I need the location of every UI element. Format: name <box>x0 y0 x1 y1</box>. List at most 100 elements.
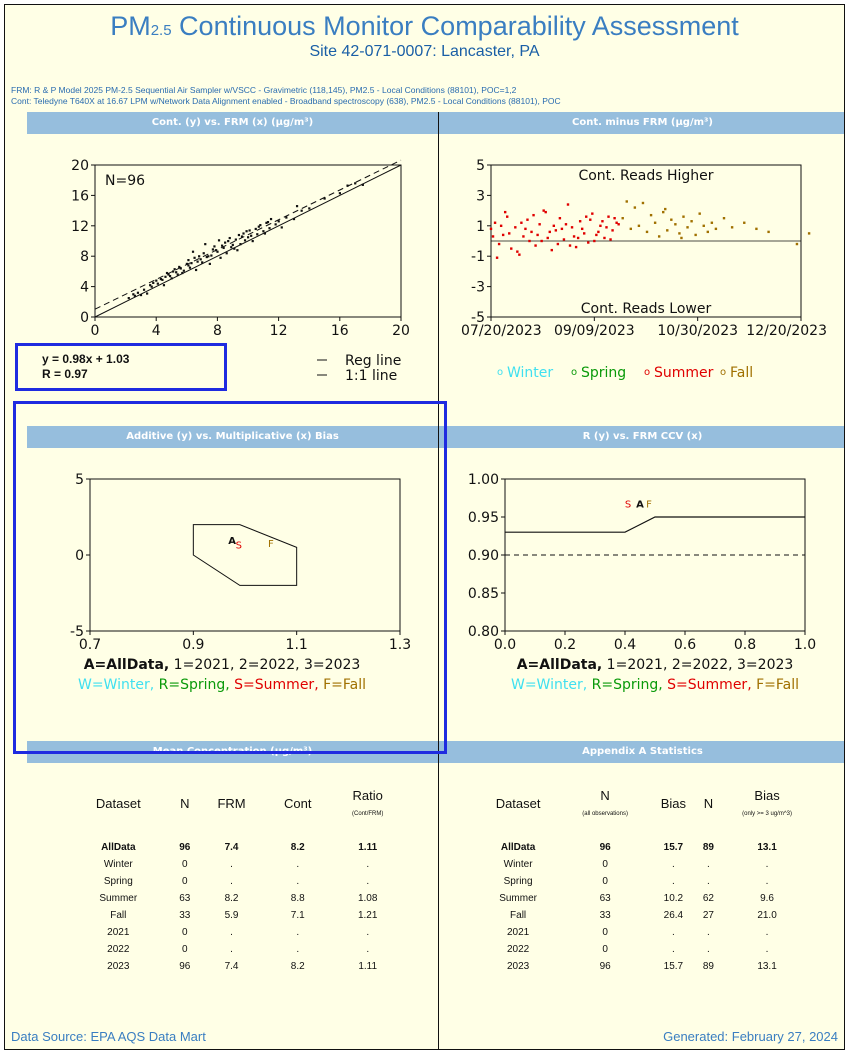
x-tick-label: 1.3 <box>389 637 411 653</box>
season-legend-item: S=Summer, <box>230 677 319 693</box>
caption-rest: 1=2021, 2=2022, 3=2023 <box>602 657 793 673</box>
data-point <box>201 261 204 264</box>
bias-mark-F: F <box>268 539 274 550</box>
x-tick-label: 0.0 <box>494 637 516 653</box>
n-cell: 0 <box>182 859 188 870</box>
x-tick-label: 12/20/2023 <box>746 323 827 339</box>
cont-cell: . <box>296 944 300 955</box>
mean-concentration-table: Dataset N FRM Cont Ratio (Cont/FRM) AllData 96 7… <box>65 783 405 975</box>
table-row: Fall 33 5.9 7.1 1.21 <box>65 907 405 924</box>
data-point <box>182 269 185 272</box>
data-point <box>190 262 193 265</box>
appx-panel-header: Appendix A Statistics <box>439 741 844 763</box>
bias-all-cell: 26.4 <box>663 910 684 921</box>
y-tick-label: 4 <box>80 280 89 296</box>
fall-point <box>686 226 689 229</box>
data-point <box>248 229 251 232</box>
summer-point <box>542 209 545 212</box>
data-point <box>139 293 143 297</box>
n-all-cell: 0 <box>602 944 608 955</box>
data-point <box>225 252 228 255</box>
dataset-cell: 2021 <box>506 927 530 938</box>
summer-point <box>530 230 533 234</box>
x-tick-label: 0.8 <box>734 637 756 653</box>
fall-point <box>722 217 726 220</box>
fall-point <box>674 223 677 226</box>
regression-equation: y = 0.98x + 1.03 <box>42 352 130 366</box>
site-name: Site 42-071-0007: Lancaster, PA <box>309 43 540 60</box>
data-point <box>150 285 153 288</box>
data-point <box>208 262 211 265</box>
data-point <box>262 230 265 233</box>
data-point <box>224 241 227 244</box>
table-row: Spring 0... <box>475 873 815 890</box>
r-chart: 0.0 0.2 0.4 0.6 0.8 1.01.000.950.900.850.80S A… <box>468 472 816 693</box>
data-point <box>300 209 303 212</box>
fall-point <box>670 218 673 221</box>
y-tick-label: -1 <box>471 249 485 265</box>
cont-cell: . <box>296 927 300 938</box>
season-legend-item: W=Winter, <box>78 677 154 693</box>
ratio-cell: 1.08 <box>357 893 378 904</box>
y-tick-label: -3 <box>471 280 485 296</box>
fall-point <box>706 230 709 234</box>
y-tick-label: 0.85 <box>468 586 499 602</box>
r-series-line <box>505 516 805 533</box>
bias-all-cell: . <box>672 944 675 955</box>
dataset-cell: Fall <box>110 910 127 921</box>
data-point <box>155 279 158 282</box>
summer-point <box>516 250 519 253</box>
r-mark-S: S <box>625 499 631 510</box>
data-point <box>280 226 283 229</box>
summer-point <box>544 210 547 214</box>
report-page: PM2.5 Continuous Monitor Comparability A… <box>4 4 845 1050</box>
data-point <box>236 249 239 252</box>
n-cell: 0 <box>182 927 188 938</box>
r-panel-header: R (y) vs. FRM CCV (x) <box>439 426 844 448</box>
fall-point <box>625 200 628 203</box>
data-point <box>207 255 210 258</box>
summer-point <box>587 241 590 244</box>
fall-point <box>767 230 770 234</box>
summer-point <box>556 242 560 246</box>
data-point <box>231 243 234 246</box>
summer-point <box>524 227 527 231</box>
frm-cell: . <box>230 876 233 887</box>
frm-cell: . <box>230 859 233 870</box>
y-tick-label: -5 <box>471 310 485 326</box>
summer-point <box>603 236 606 240</box>
regression-stats-box: y = 0.98x + 1.03 R = 0.97 <box>15 343 227 391</box>
summer-point <box>613 217 616 220</box>
report-title: PM2.5 Continuous Monitor Comparability A… <box>110 11 739 41</box>
acceptance-region <box>192 524 298 586</box>
annotation-lower: Cont. Reads Lower <box>581 301 712 317</box>
bias-all-cell: . <box>672 859 675 870</box>
dataset-cell: 2022 <box>107 944 130 955</box>
note-only-threshold: (only >= 3 ug/m^3) <box>742 811 792 817</box>
summer-point <box>503 210 507 214</box>
fall-point <box>678 232 681 235</box>
fall-point <box>730 226 734 229</box>
fall-point <box>641 201 645 205</box>
fall-point <box>702 224 705 227</box>
x-tick-label: 8 <box>213 323 222 339</box>
summer-point <box>591 212 594 215</box>
appendix-a-table: Dataset N (all observations) Bias N Bias (only… <box>475 783 815 975</box>
data-point <box>199 258 202 261</box>
cont-instrument-line: Cont: Teledyne T640X at 16.67 LPM w/Netw… <box>11 96 561 106</box>
data-point <box>133 294 136 297</box>
data-point <box>308 207 311 210</box>
r-mark-F: F <box>646 499 652 510</box>
x-tick-label: 16 <box>331 323 349 339</box>
ratio-cell: . <box>366 927 370 938</box>
data-point <box>175 271 178 274</box>
dataset-cell: Spring <box>103 876 133 887</box>
bias-mark-S: S <box>236 540 242 551</box>
legend-label: Spring <box>581 365 626 381</box>
fall-point <box>662 210 665 214</box>
data-point <box>219 256 222 259</box>
summer-point <box>562 238 566 241</box>
data-point <box>164 275 167 278</box>
n-all-cell: 0 <box>602 859 608 870</box>
n-cell: 96 <box>179 842 191 853</box>
